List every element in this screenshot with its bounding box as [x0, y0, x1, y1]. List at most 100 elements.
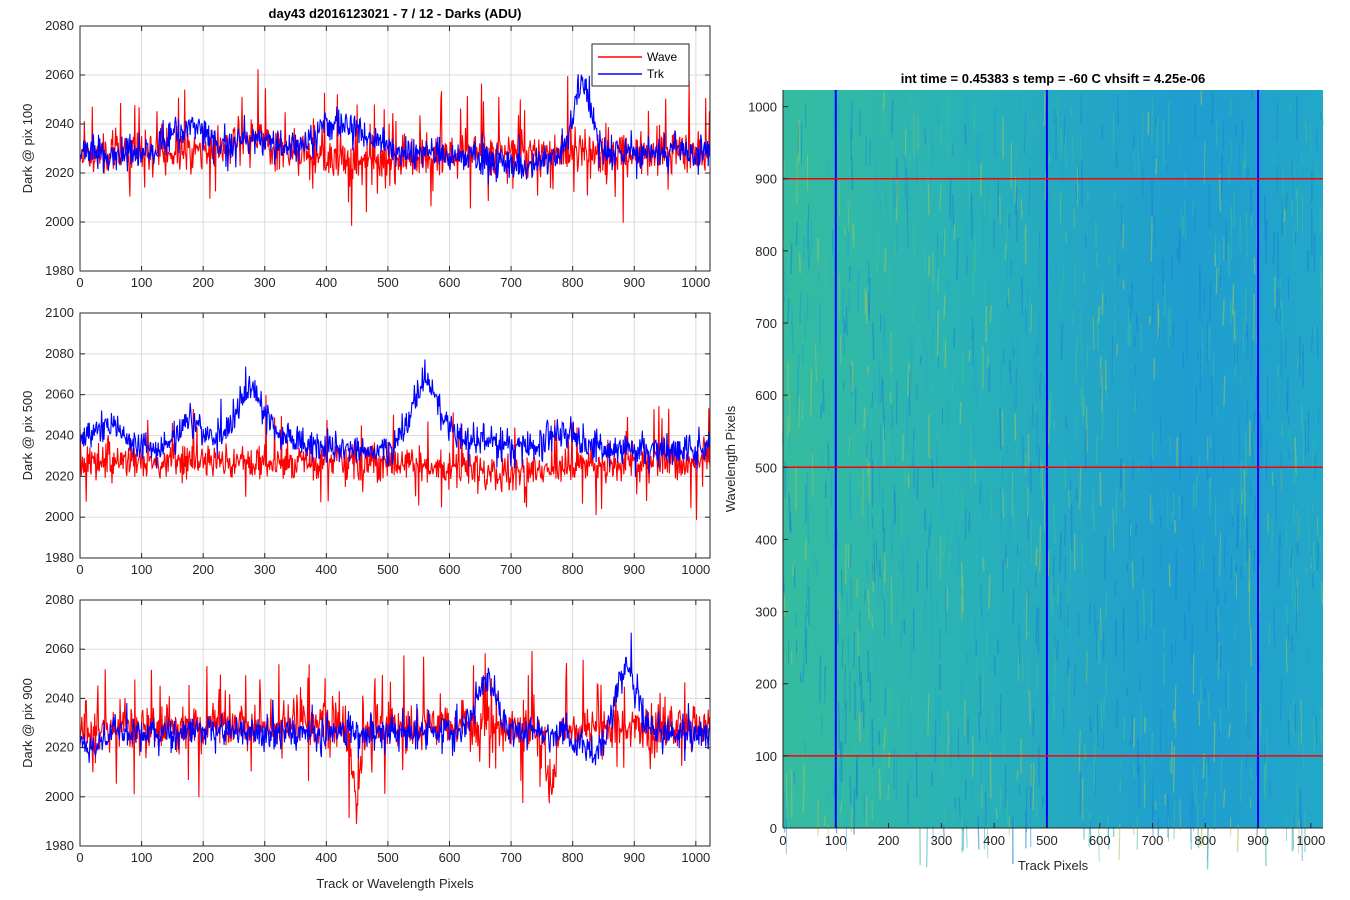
heatmap-streak [1198, 700, 1201, 726]
heatmap-streak [1248, 548, 1251, 593]
heatmap-streak [952, 193, 955, 228]
y-tick-label: 2020 [45, 468, 74, 483]
heatmap-streak [1135, 523, 1138, 536]
heatmap-streak [1083, 396, 1085, 417]
heatmap-streak [1223, 789, 1226, 808]
heatmap-streak [1079, 465, 1082, 510]
heatmap-streak [1270, 393, 1273, 411]
y-tick-label: 2020 [45, 740, 74, 755]
heatmap-streak [946, 710, 950, 744]
heatmap-streak [1316, 129, 1318, 153]
heatmap-streak [1112, 508, 1115, 550]
heatmap-streak [1079, 133, 1082, 157]
heatmap-streak [883, 727, 886, 750]
heatmap-streak [807, 507, 810, 545]
heatmap-streak [1016, 139, 1019, 164]
heatmap-streak [811, 453, 814, 498]
heatmap-streak [1269, 339, 1271, 371]
x-tick-label: 500 [1036, 833, 1058, 848]
y-tick-label: 2060 [45, 67, 74, 82]
heatmap-streak [1085, 507, 1088, 526]
heatmap-streak [856, 495, 859, 510]
heatmap-streak [1199, 677, 1202, 706]
y-tick-label: 700 [755, 316, 777, 331]
heatmap-streak [1018, 783, 1021, 795]
heatmap-streak [841, 287, 844, 325]
heatmap-streak [1296, 144, 1299, 190]
heatmap-streak [1135, 313, 1139, 332]
y-tick-label: 300 [755, 605, 777, 620]
heatmap-streak [1134, 387, 1137, 414]
y-tick-label: 1000 [748, 100, 777, 115]
heatmap-streak [956, 238, 959, 281]
heatmap-streak [1085, 759, 1088, 789]
series-line-trk [79, 359, 711, 478]
heatmap-streak [1218, 642, 1220, 679]
heatmap-streak [823, 253, 826, 295]
heatmap-streak [853, 208, 856, 243]
heatmap-streak [1280, 468, 1282, 493]
y-tick-label: 2080 [45, 346, 74, 361]
heatmap-streak [822, 379, 825, 413]
heatmap-streak [885, 112, 887, 159]
heatmap-streak [1030, 404, 1032, 414]
x-tick-label: 1000 [681, 562, 710, 577]
heatmap-streak [867, 496, 869, 534]
y-tick-label: 600 [755, 388, 777, 403]
x-tick-label: 300 [254, 562, 276, 577]
heatmap-streak [882, 91, 885, 111]
x-tick-label: 0 [76, 562, 83, 577]
heatmap-streak [1207, 755, 1210, 774]
heatmap-chart: int time = 0.45383 s temp = -60 C vhsift… [723, 71, 1325, 873]
axes-box [79, 599, 711, 847]
heatmap-streak [867, 589, 870, 620]
heatmap-streak [1053, 646, 1056, 692]
heatmap-streak [1082, 797, 1085, 840]
heatmap-streak [1088, 603, 1091, 624]
heatmap-streak [1047, 550, 1050, 576]
x-tick-label: 100 [131, 275, 153, 290]
heatmap-streak [1038, 525, 1042, 573]
heatmap-streak [1283, 208, 1286, 223]
heatmap-streak [1063, 595, 1066, 643]
x-tick-label: 500 [377, 275, 399, 290]
heatmap-streak [1089, 718, 1092, 733]
heatmap-streak [978, 130, 981, 175]
heatmap-streak [1075, 184, 1078, 200]
heatmap-streak [965, 819, 968, 848]
heatmap-streak [1224, 607, 1227, 639]
heatmap-streak [1065, 232, 1067, 243]
heatmap-streak [1313, 717, 1315, 758]
heatmap-streak [883, 409, 886, 441]
x-tick-label: 700 [500, 562, 522, 577]
x-tick-label: 0 [76, 275, 83, 290]
heatmap-streak [809, 245, 812, 267]
x-axis-label: Track or Wavelength Pixels [316, 876, 474, 891]
heatmap-streak [1280, 677, 1283, 721]
heatmap-streak [931, 327, 934, 360]
heatmap-streak [802, 764, 806, 813]
heatmap-streak [1016, 329, 1019, 376]
heatmap-streak [990, 490, 993, 519]
heatmap-streak [1251, 91, 1254, 101]
heatmap-streak [1174, 635, 1177, 654]
heatmap-streak [1014, 175, 1017, 205]
heatmap-streak [802, 645, 805, 678]
heatmap-streak [833, 711, 835, 738]
heatmap-streak [1304, 120, 1308, 143]
heatmap-streak [868, 283, 871, 300]
heatmap-streak [1294, 591, 1296, 611]
x-tick-label: 100 [131, 850, 153, 865]
heatmap-streak [1120, 203, 1123, 239]
heatmap-streak [1290, 183, 1294, 202]
heatmap-streak [1216, 605, 1220, 633]
heatmap-streak [1170, 303, 1174, 317]
heatmap-streak [1140, 740, 1143, 761]
heatmap-streak [865, 292, 868, 324]
heatmap-streak [1160, 544, 1162, 569]
heatmap-streak [852, 342, 855, 388]
heatmap-streak [1117, 408, 1119, 450]
x-tick-label: 0 [76, 850, 83, 865]
heatmap-streak [858, 655, 861, 686]
heatmap-streak [999, 786, 1002, 813]
